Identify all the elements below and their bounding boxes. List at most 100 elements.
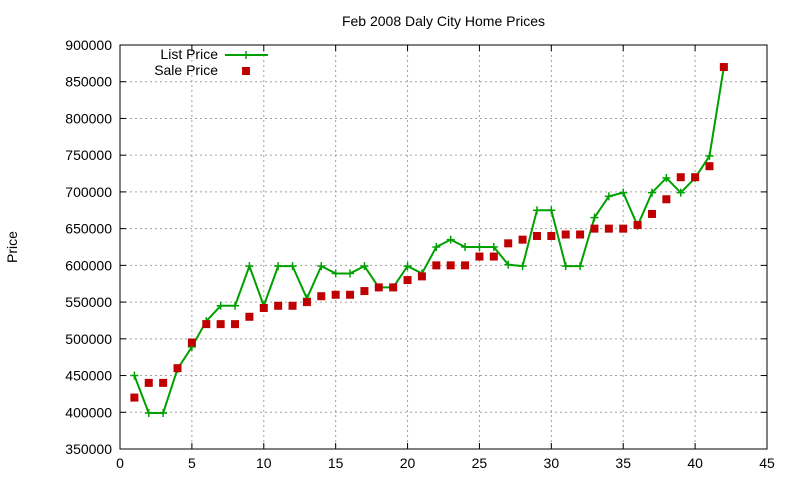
y-tick-label: 900000: [65, 37, 112, 53]
data-point: [619, 188, 628, 197]
y-tick-labels: 350000 400000 450000 500000 550000 600000 6500…: [65, 37, 112, 457]
data-point: [662, 195, 671, 204]
x-tick-label: 10: [256, 455, 272, 471]
y-tick-label: 400000: [65, 404, 112, 420]
data-point: [187, 338, 196, 347]
data-point: [302, 298, 311, 307]
data-point: [576, 262, 585, 271]
x-tick-label: 35: [615, 455, 631, 471]
data-point: [446, 235, 455, 244]
data-point: [331, 290, 340, 299]
data-point: [576, 230, 585, 239]
x-tick-label: 15: [328, 455, 344, 471]
data-point: [518, 262, 527, 271]
data-point: [547, 231, 556, 240]
data-point: [590, 213, 599, 222]
data-point: [461, 261, 470, 270]
data-point: [360, 287, 369, 296]
data-point: [532, 231, 541, 240]
data-point: [446, 261, 455, 270]
plot-frame: [119, 44, 768, 450]
data-point: [159, 409, 168, 418]
data-point: [403, 276, 412, 285]
x-tick-label: 0: [116, 455, 124, 471]
data-point: [317, 262, 326, 271]
legend-sample-list-price: [225, 51, 268, 59]
legend-marker: [242, 67, 250, 75]
data-point: [173, 364, 182, 373]
data-point: [518, 235, 527, 244]
data-point: [288, 301, 297, 310]
data-point: [705, 162, 714, 171]
data-point: [561, 262, 570, 271]
x-tick-label: 40: [687, 455, 703, 471]
data-point: [130, 371, 139, 380]
data-point: [633, 220, 642, 229]
data-point: [288, 262, 297, 271]
data-point: [159, 378, 168, 387]
data-point: [719, 63, 728, 72]
chart-title: Feb 2008 Daly City Home Prices: [342, 13, 545, 29]
y-axis-label: Price: [4, 231, 20, 263]
data-point: [403, 262, 412, 271]
data-point: [619, 224, 628, 233]
data-point: [417, 272, 426, 281]
legend-label-list-price: List Price: [160, 46, 218, 62]
legend-sample-sale-price: [242, 67, 250, 75]
data-point: [475, 252, 484, 261]
data-point: [461, 243, 470, 251]
data-point: [705, 151, 714, 160]
data-point: [590, 224, 599, 233]
series-0: [130, 63, 728, 418]
legend-label-sale-price: Sale Price: [154, 62, 218, 78]
data-point: [504, 260, 513, 269]
data-point: [231, 301, 240, 310]
legend: List Price Sale Price: [154, 46, 268, 78]
series-layer: [130, 63, 728, 418]
y-tick-label: 750000: [65, 147, 112, 163]
data-point: [259, 303, 268, 312]
data-point: [604, 192, 613, 201]
x-tick-label: 20: [400, 455, 416, 471]
data-point: [274, 301, 283, 310]
y-tick-label: 350000: [65, 441, 112, 457]
data-point: [245, 312, 254, 321]
data-point: [604, 224, 613, 233]
data-point: [317, 292, 326, 301]
data-point: [346, 269, 355, 278]
data-point: [432, 261, 441, 270]
y-tick-label: 700000: [65, 184, 112, 200]
data-point: [130, 393, 139, 402]
data-point: [144, 378, 153, 387]
data-point: [144, 409, 153, 418]
data-point: [489, 243, 498, 251]
data-point: [676, 173, 685, 182]
y-tick-label: 850000: [65, 74, 112, 90]
y-tick-label: 450000: [65, 368, 112, 384]
data-point: [561, 230, 570, 239]
data-point: [662, 173, 671, 182]
data-point: [691, 173, 700, 182]
axis-ticks: [119, 44, 768, 450]
legend-marker: [242, 51, 250, 59]
grid-lines: [120, 45, 767, 449]
data-point: [231, 320, 240, 329]
data-point: [532, 206, 541, 215]
data-point: [547, 206, 556, 215]
y-tick-label: 500000: [65, 331, 112, 347]
y-tick-label: 800000: [65, 110, 112, 126]
x-tick-label: 45: [759, 455, 775, 471]
data-point: [389, 283, 398, 292]
x-tick-labels: 0 5 10 15 20 25 30 35 40 45: [116, 455, 775, 471]
data-point: [331, 269, 340, 278]
y-tick-label: 550000: [65, 294, 112, 310]
data-point: [216, 301, 225, 310]
data-point: [504, 239, 513, 248]
x-tick-label: 30: [544, 455, 560, 471]
data-point: [676, 188, 685, 197]
y-tick-label: 650000: [65, 221, 112, 237]
data-point: [360, 262, 369, 271]
series-1: [130, 63, 728, 402]
data-point: [245, 262, 254, 271]
